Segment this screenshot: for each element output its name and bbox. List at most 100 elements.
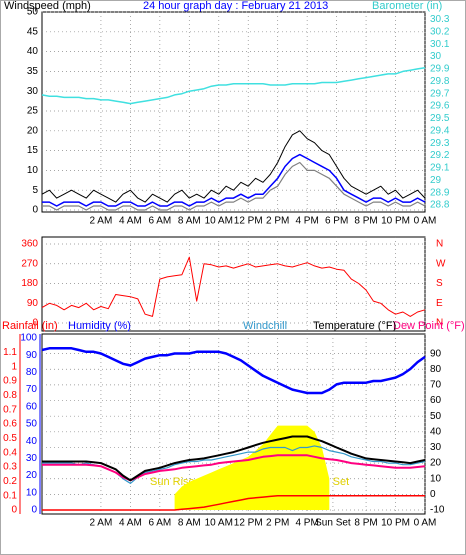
windspeed-label: Windspeed (mph) xyxy=(4,0,91,12)
y2-tick-label: N xyxy=(436,318,443,329)
y-tick-label: 10 xyxy=(27,165,39,176)
y2-tick-label: 29.9 xyxy=(430,64,450,75)
y2-tick-label: 20 xyxy=(26,470,38,481)
y2-tick-label: 29.1 xyxy=(430,163,450,174)
x-tick-label: 10 PM xyxy=(381,216,410,227)
y2-tick-label: 29.3 xyxy=(430,138,450,149)
y3-tick-label: 1.1 xyxy=(3,347,17,358)
legend-label: Rainfall (in) xyxy=(2,320,58,332)
x-tick-label: 2 PM xyxy=(266,518,289,529)
y-tick-label: 35 xyxy=(27,66,39,77)
line xyxy=(41,66,426,105)
x-tick-label: 4 PM xyxy=(295,518,318,529)
y-tick-label: 0 xyxy=(32,318,38,329)
x-tick-label: 2 AM xyxy=(90,518,113,529)
y2-tick-label: 10 xyxy=(26,487,38,498)
y3-tick-label: 0.8 xyxy=(3,390,17,401)
y2-tick-label: 29.5 xyxy=(430,113,450,124)
y-tick-label: 180 xyxy=(21,278,38,289)
y2-tick-label: 30 xyxy=(26,453,38,464)
graph-title: 24 hour graph day : February 21 2013 xyxy=(143,0,328,12)
y2-tick-label: 30.1 xyxy=(430,39,450,50)
y3-tick-label: 0.9 xyxy=(3,376,17,387)
y-tick-label: 40 xyxy=(430,426,442,437)
y-tick-label: 270 xyxy=(21,258,38,269)
line xyxy=(42,435,426,482)
y-tick-label: 0 xyxy=(32,205,38,216)
annotation: Sun Rise xyxy=(150,476,195,488)
y-tick-label: 40 xyxy=(27,46,39,57)
line xyxy=(42,153,426,207)
legend-label: Temperature (°F) xyxy=(313,320,396,332)
x-tick-label: 6 AM xyxy=(148,518,171,529)
line xyxy=(42,454,426,482)
y2-tick-label: 50 xyxy=(26,419,38,430)
x-tick-label: 4 AM xyxy=(119,216,142,227)
y3-tick-label: 0.7 xyxy=(3,404,17,415)
y2-tick-label: 100 xyxy=(20,333,37,344)
x-tick-label: 12 PM xyxy=(234,216,263,227)
x-tick-label: 0 AM xyxy=(414,518,437,529)
y3-tick-label: 0.5 xyxy=(3,433,17,444)
x-tick-label: 10 PM xyxy=(381,518,410,529)
legend-label: Windchill xyxy=(243,320,287,332)
y-tick-label: 60 xyxy=(430,395,442,406)
y-tick-label: 90 xyxy=(27,298,39,309)
x-tick-label: 10 AM xyxy=(205,518,233,529)
y2-tick-label: 60 xyxy=(26,401,38,412)
y-tick-label: 360 xyxy=(21,239,38,250)
x-tick-label: 2 PM xyxy=(266,216,289,227)
plot-frame xyxy=(41,236,426,332)
plot-frame xyxy=(41,11,426,213)
y2-tick-label: N xyxy=(436,239,443,250)
y2-tick-label: S xyxy=(436,278,443,289)
legend-label: Humidity (%) xyxy=(68,320,131,332)
x-tick-label: 8 PM xyxy=(354,518,377,529)
barometer-label: Barometer (in) xyxy=(372,0,442,12)
line xyxy=(42,494,425,511)
y3-tick-label: 0.3 xyxy=(3,462,17,473)
y-tick-label: 25 xyxy=(27,106,39,117)
line xyxy=(41,347,426,395)
y-tick-label: 90 xyxy=(430,348,442,359)
x-tick-label: 8 AM xyxy=(178,216,201,227)
x-tick-label: 4 AM xyxy=(119,518,142,529)
y-tick-label: 20 xyxy=(27,125,39,136)
y2-tick-label: 90 xyxy=(26,350,38,361)
y2-tick-label: 30.2 xyxy=(430,26,450,37)
y2-tick-label: 29.4 xyxy=(430,125,450,136)
x-tick-label: 6 PM xyxy=(325,216,348,227)
y-tick-label: 5 xyxy=(32,185,38,196)
y-tick-label: 50 xyxy=(27,7,39,18)
y-tick-label: 45 xyxy=(27,26,39,37)
line xyxy=(41,256,426,317)
x-tick-label: 0 AM xyxy=(414,216,437,227)
y2-tick-label: 80 xyxy=(26,367,38,378)
x-tick-label: 10 AM xyxy=(205,216,233,227)
line xyxy=(42,161,426,211)
y2-tick-label: 30.3 xyxy=(430,14,450,25)
y3-tick-label: 0.6 xyxy=(3,419,17,430)
y2-tick-label: 29.8 xyxy=(430,76,450,87)
x-tick-label: 6 AM xyxy=(148,216,171,227)
y-tick-label: 50 xyxy=(430,411,442,422)
y-tick-label: -10 xyxy=(430,505,445,516)
y2-tick-label: 28.9 xyxy=(430,187,450,198)
x-tick-label: 8 PM xyxy=(354,216,377,227)
y2-tick-label: 29 xyxy=(430,175,442,186)
y2-tick-label: 28.8 xyxy=(430,200,450,211)
y-tick-label: 0 xyxy=(430,489,436,500)
y3-tick-label: 0.2 xyxy=(3,476,17,487)
y2-tick-label: W xyxy=(436,258,446,269)
legend-label: Dew Point (°F) xyxy=(393,320,465,332)
y-tick-label: 10 xyxy=(430,473,442,484)
y3-tick-label: 0 xyxy=(11,505,17,516)
y2-tick-label: 40 xyxy=(26,436,38,447)
area xyxy=(174,425,330,510)
y2-tick-label: 0 xyxy=(31,505,37,516)
y2-tick-label: E xyxy=(436,298,443,309)
y2-tick-label: 29.6 xyxy=(430,101,450,112)
y3-tick-label: 1 xyxy=(11,361,17,372)
y-tick-label: 80 xyxy=(430,364,442,375)
y-tick-label: 30 xyxy=(27,86,39,97)
